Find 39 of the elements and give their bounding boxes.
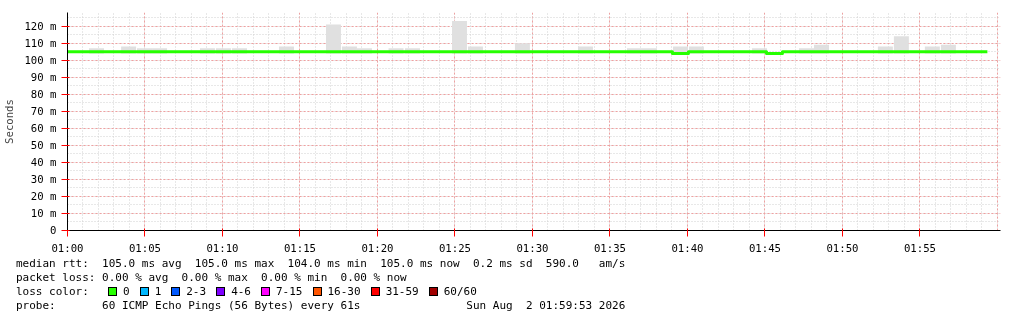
x-tick-label: 01:20	[361, 241, 394, 255]
y-tick-label: 50 m	[30, 138, 57, 152]
x-tick-label: 01:10	[206, 241, 239, 255]
x-tick-label: 01:00	[51, 241, 84, 255]
y-tick-label: 120 m	[24, 19, 57, 33]
legend-label: 60/60	[443, 285, 477, 299]
x-tick-label: 01:50	[826, 241, 859, 255]
legend-label: 1	[154, 285, 162, 299]
y-tick-label: 70 m	[30, 104, 57, 118]
text: Sun Aug 2 01:59:53 2026	[466, 299, 626, 313]
y-tick-label: 0	[50, 224, 57, 237]
y-axis-title: Seconds	[3, 99, 17, 144]
legend-label: 2-3	[186, 285, 207, 299]
legend-label: 7-15	[276, 285, 303, 299]
legend-label: 0	[123, 285, 130, 299]
legend-label: 16-30	[327, 285, 361, 299]
y-tick-label: 30 m	[30, 172, 57, 186]
x-tick-label: 01:05	[128, 241, 162, 255]
x-tick-label: 01:30	[516, 241, 549, 255]
legend-label: 4-6	[231, 285, 251, 299]
y-tick-label: 60 m	[30, 121, 57, 135]
x-tick-label: 01:35	[593, 241, 626, 255]
text: median rtt: 105.0 ms avg 105.0 ms max 104.0 ms min 105.0 ms now 0.2 ms sd 590.0 am/s	[16, 257, 626, 271]
text: packet loss: 0.00 % avg 0.00 % max 0.00 % min 0.00 % now	[16, 271, 407, 285]
y-tick-label: 110 m	[24, 36, 57, 50]
x-tick-label: 01:45	[748, 241, 781, 255]
y-tick-label: 10 m	[30, 206, 57, 220]
x-tick-label: 01:15	[283, 241, 317, 255]
y-tick-label: 100 m	[24, 53, 57, 67]
y-tick-label: 40 m	[30, 155, 57, 169]
y-tick-label: 20 m	[30, 189, 57, 203]
legend-label: 31-59	[385, 285, 419, 299]
x-tick-label: 01:40	[671, 241, 704, 255]
y-tick-label: 80 m	[30, 87, 57, 101]
y-tick-label: 90 m	[30, 70, 57, 84]
x-tick-label: 01:55	[903, 241, 936, 255]
legend-title: loss color:	[16, 285, 90, 299]
text: probe: 60 ICMP Echo Pings (56 Bytes) every 61s	[16, 299, 361, 313]
x-tick-label: 01:25	[438, 241, 472, 255]
